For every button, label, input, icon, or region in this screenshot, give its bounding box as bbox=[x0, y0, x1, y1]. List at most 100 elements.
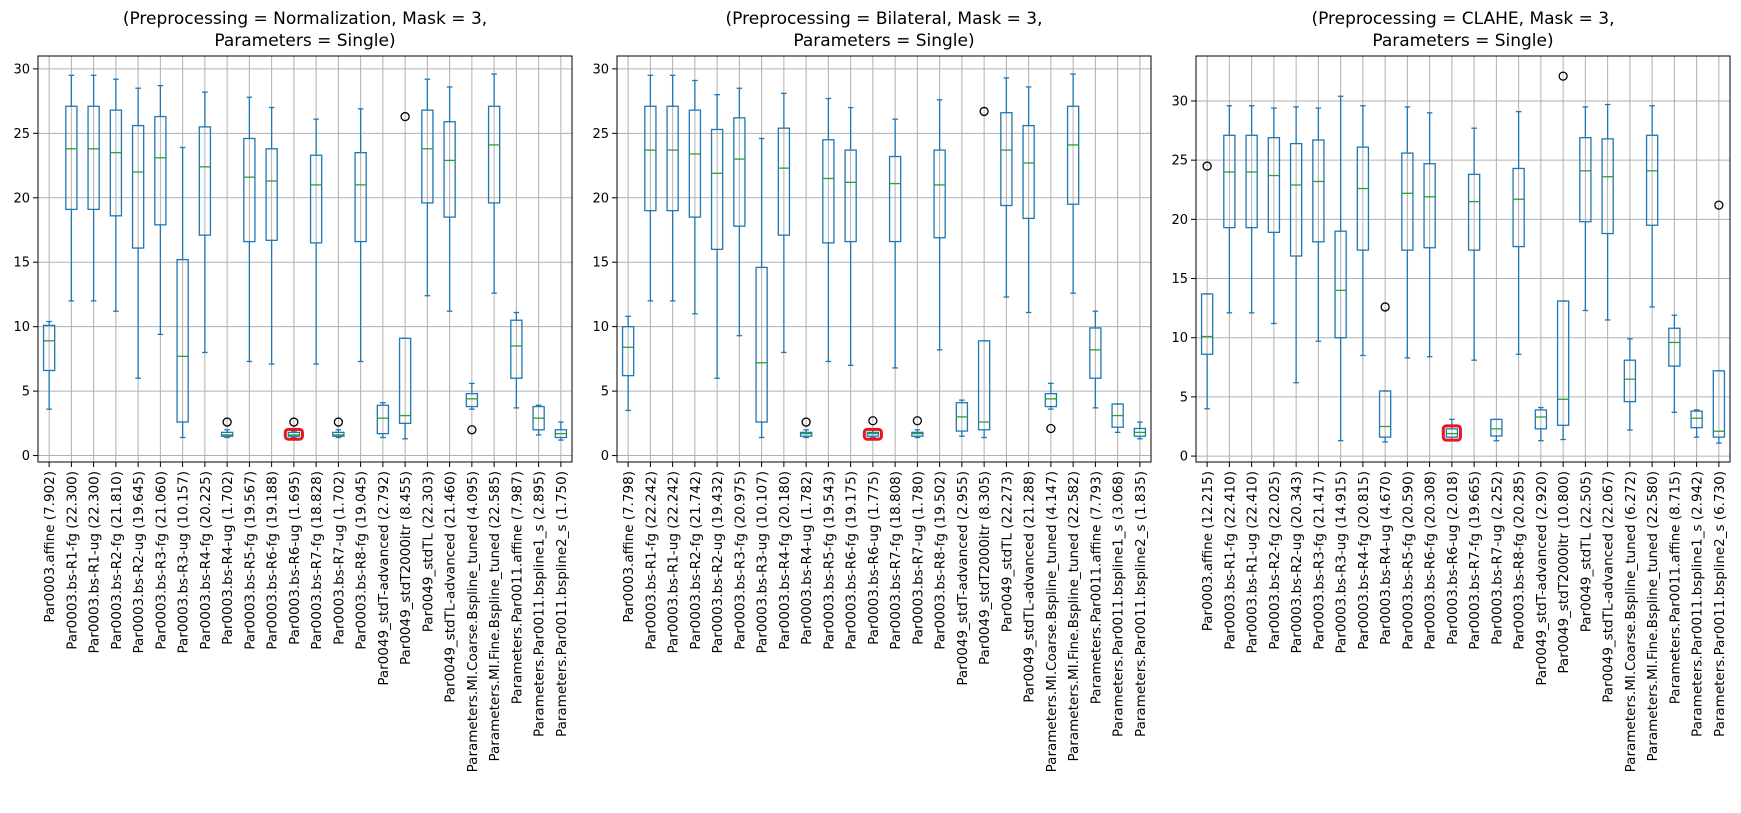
box-13 bbox=[1467, 127, 1481, 361]
box-body bbox=[844, 149, 857, 243]
y-tick-label: 10 bbox=[1171, 331, 1188, 346]
x-tick-label: Par0049_stdT2000itr (8.455) bbox=[398, 471, 414, 665]
x-tick-label: Par0049_stdTL (22.273) bbox=[999, 471, 1015, 632]
box-7 bbox=[1334, 95, 1347, 442]
box-8 bbox=[1356, 105, 1370, 357]
x-tick-label: Par0003.bs-R2-ug (19.645) bbox=[131, 471, 147, 654]
y-tick-label: 10 bbox=[592, 320, 609, 335]
y-tick-label: 0 bbox=[22, 449, 30, 464]
x-tick-label: Parameters.MI.Fine.Bspline_tuned (22.582… bbox=[1066, 471, 1082, 762]
y-tick-label: 30 bbox=[1171, 94, 1188, 109]
x-tick-label: Par0003.bs-R7-fg (19.665) bbox=[1467, 471, 1483, 650]
box-14 bbox=[911, 416, 924, 439]
y-tick-label: 20 bbox=[13, 191, 30, 206]
chart-title-line: (Preprocessing = Bilateral, Mask = 3, bbox=[726, 9, 1043, 29]
x-tick-label: Par0003.bs-R2-fg (22.025) bbox=[1267, 471, 1283, 650]
box-10 bbox=[243, 96, 256, 363]
flier-point bbox=[801, 417, 811, 427]
chart-title-line: (Preprocessing = Normalization, Mask = 3… bbox=[123, 9, 487, 29]
y-tick-label: 15 bbox=[592, 256, 609, 271]
chart-title-line: Parameters = Single) bbox=[1372, 31, 1553, 51]
flier-point bbox=[289, 417, 299, 427]
box-body bbox=[755, 266, 768, 423]
box-20 bbox=[1044, 382, 1058, 434]
box-9 bbox=[1378, 302, 1392, 443]
box-body bbox=[666, 105, 679, 212]
box-body bbox=[621, 326, 635, 377]
x-tick-label: Par0003.bs-R5-fg (20.590) bbox=[1400, 471, 1416, 650]
x-tick-label: Par0049_stdTL-advanced (21.460) bbox=[443, 471, 459, 703]
box-18 bbox=[421, 78, 434, 297]
box-6 bbox=[1312, 107, 1325, 342]
box-13 bbox=[888, 118, 902, 369]
box-body bbox=[688, 109, 702, 218]
x-tick-label: Par0003.bs-R6-fg (19.188) bbox=[265, 471, 281, 650]
y-tick-label: 5 bbox=[601, 385, 609, 400]
y-tick-label: 15 bbox=[1171, 272, 1188, 287]
flier-point bbox=[1380, 302, 1390, 312]
box-6 bbox=[154, 84, 167, 336]
box-body bbox=[465, 393, 479, 408]
x-tick-label: Par0003.affine (12.215) bbox=[1200, 471, 1216, 631]
chart-title-line: Parameters = Single) bbox=[214, 31, 395, 51]
box-body bbox=[398, 337, 412, 424]
box-3 bbox=[666, 74, 679, 302]
box-18 bbox=[1000, 77, 1013, 298]
box-body bbox=[1579, 137, 1592, 223]
box-body bbox=[354, 152, 367, 243]
box-17 bbox=[977, 106, 991, 439]
box-15 bbox=[933, 99, 946, 351]
x-tick-label: Par0003.bs-R7-ug (1.702) bbox=[331, 471, 347, 645]
box-body bbox=[1000, 112, 1013, 207]
box-24 bbox=[1133, 421, 1147, 440]
box-body bbox=[487, 105, 501, 204]
flier-point bbox=[400, 111, 410, 122]
box-body bbox=[443, 121, 456, 218]
box-18 bbox=[1579, 106, 1592, 312]
box-21 bbox=[487, 73, 501, 294]
box-body bbox=[1645, 134, 1659, 226]
box-14 bbox=[332, 417, 345, 439]
chart-title-line: Parameters = Single) bbox=[793, 31, 974, 51]
box-14 bbox=[1490, 418, 1503, 442]
x-tick-label: Par0003.bs-R1-fg (22.410) bbox=[1222, 471, 1238, 650]
highlight-marker bbox=[283, 427, 304, 441]
y-tick-label: 25 bbox=[13, 127, 30, 142]
axes-frame bbox=[616, 55, 1152, 463]
box-body bbox=[154, 115, 167, 226]
box-body bbox=[243, 137, 256, 243]
box-22 bbox=[510, 311, 523, 409]
box-body bbox=[87, 105, 100, 211]
box-17 bbox=[398, 111, 412, 440]
x-tick-label: Par0003.bs-R6-ug (1.775) bbox=[866, 471, 882, 645]
chart-panel-1: (Preprocessing = Normalization, Mask = 3… bbox=[13, 9, 573, 772]
box-body bbox=[1312, 139, 1325, 243]
x-tick-label: Parameters.MI.Coarse.Bspline_tuned (4.09… bbox=[465, 471, 481, 772]
box-body bbox=[376, 404, 390, 435]
x-tick-label: Par0003.bs-R6-ug (1.695) bbox=[287, 471, 303, 645]
chart-title: (Preprocessing = Bilateral, Mask = 3, Par… bbox=[726, 9, 1043, 51]
box-body bbox=[1534, 409, 1548, 430]
box-1 bbox=[1200, 161, 1214, 410]
y-tick-label: 20 bbox=[592, 191, 609, 206]
box-21 bbox=[1066, 73, 1080, 294]
x-tick-label: Par0003.bs-R1-ug (22.410) bbox=[1245, 471, 1261, 654]
box-24 bbox=[554, 421, 568, 441]
x-tick-label: Par0003.bs-R1-fg (22.242) bbox=[643, 471, 659, 650]
box-20 bbox=[465, 382, 479, 435]
box-body bbox=[1334, 230, 1347, 339]
box-body bbox=[822, 139, 835, 244]
flier-point bbox=[333, 417, 344, 427]
box-body bbox=[1356, 146, 1370, 251]
chart-panel-2: (Preprocessing = Bilateral, Mask = 3, Par… bbox=[592, 9, 1152, 772]
box-body bbox=[1044, 393, 1058, 408]
box-body bbox=[733, 117, 746, 227]
box-body bbox=[1423, 163, 1436, 249]
x-tick-label: Par0003.bs-R3-fg (21.417) bbox=[1311, 471, 1327, 650]
box-16 bbox=[376, 402, 390, 439]
x-tick-label: Par0003.bs-R3-ug (14.915) bbox=[1334, 471, 1350, 654]
box-body bbox=[1267, 137, 1281, 234]
y-tick-label: 25 bbox=[592, 127, 609, 142]
box-4 bbox=[688, 79, 702, 315]
highlight-marker bbox=[862, 427, 883, 441]
